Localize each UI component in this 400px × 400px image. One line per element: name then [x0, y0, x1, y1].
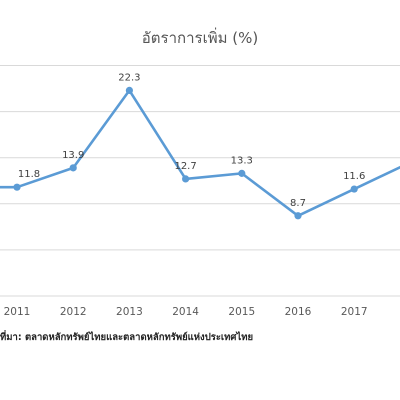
x-tick-2016: 2016	[285, 306, 312, 318]
data-label-2013: 22.3	[118, 72, 140, 83]
data-label-2014: 12.7	[174, 161, 196, 172]
data-label-2011: 11.8	[18, 169, 40, 180]
data-point-2012	[69, 164, 77, 172]
data-point-2011	[13, 183, 21, 191]
data-labels: 11.8 13.9 22.3 12.7 13.3 8.7 11.6	[18, 72, 365, 208]
data-label-2017: 11.6	[343, 171, 365, 182]
data-point-2017	[350, 185, 358, 193]
data-label-2012: 13.9	[62, 150, 84, 161]
x-tick-2011: 2011	[4, 306, 31, 318]
data-points	[13, 86, 358, 220]
series-line-layer	[0, 89, 400, 218]
data-label-2016: 8.7	[290, 198, 306, 209]
data-point-2013	[125, 86, 133, 94]
gridlines	[0, 65, 400, 297]
x-tick-2013: 2013	[116, 306, 143, 318]
data-point-2015	[238, 169, 246, 177]
data-label-2015: 13.3	[231, 155, 253, 166]
x-tick-2014: 2014	[172, 306, 199, 318]
series-line	[0, 89, 400, 218]
x-axis-ticks: 2011 2012 2013 2014 2015 2016 2017	[4, 306, 368, 318]
x-tick-2017: 2017	[341, 306, 368, 318]
data-point-2016	[294, 212, 302, 220]
chart-title: อัตราการเพิ่ม (%)	[141, 29, 259, 47]
data-point-2014	[182, 175, 190, 183]
x-tick-2015: 2015	[228, 306, 255, 318]
source-note: ที่มา: ตลาดหลักทรัพย์ไทยและตลาดหลักทรัพย…	[0, 332, 254, 343]
x-tick-2012: 2012	[60, 306, 87, 318]
